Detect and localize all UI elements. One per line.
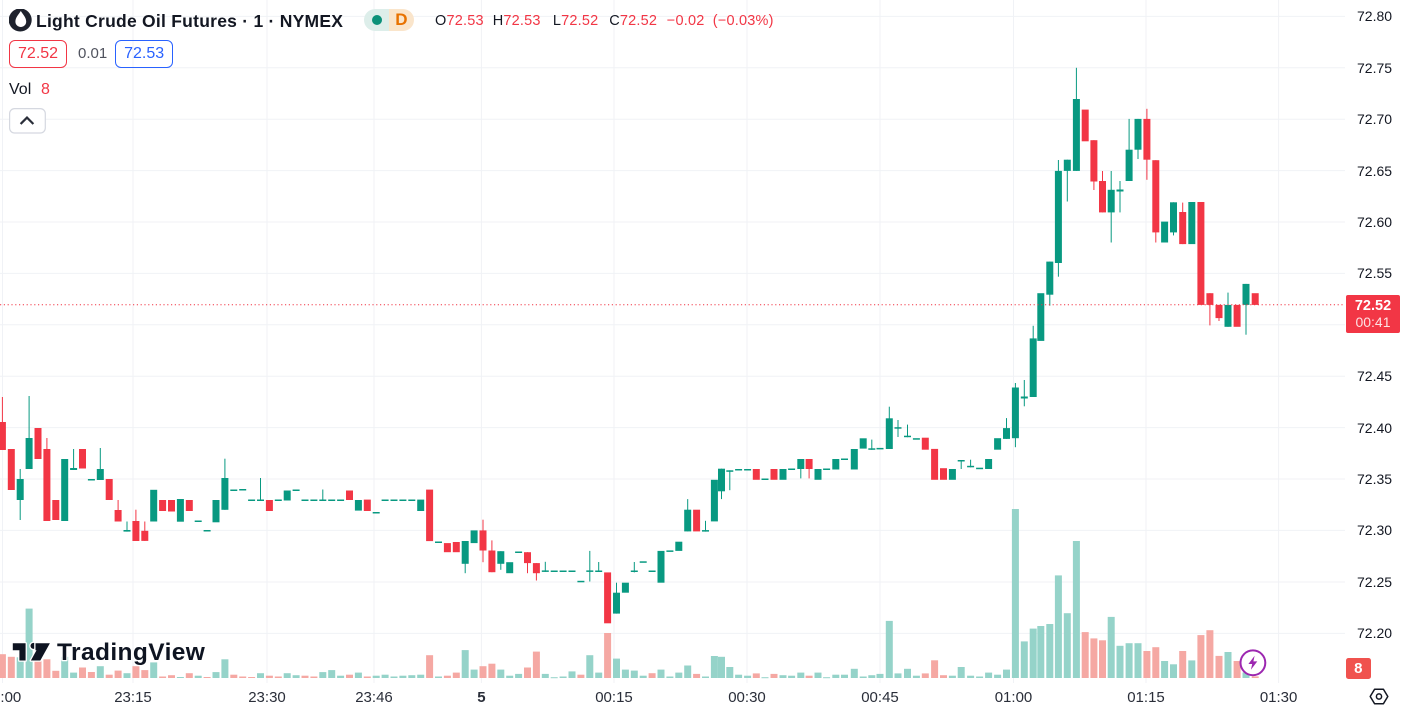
svg-text:TradingView: TradingView	[57, 639, 206, 666]
